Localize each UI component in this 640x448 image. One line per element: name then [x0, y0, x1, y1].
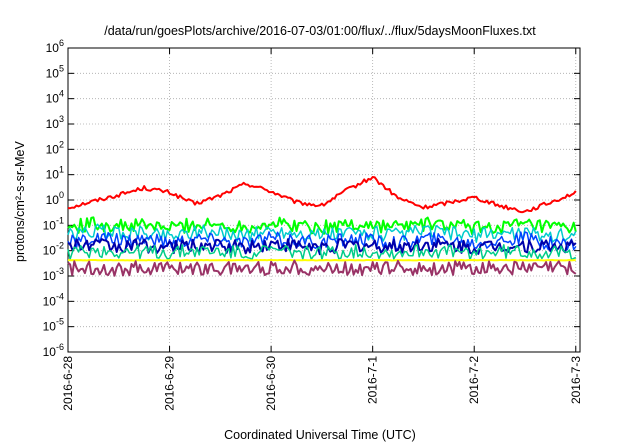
y-tick-label: 10-5: [43, 317, 64, 334]
y-tick-label: 10-1: [43, 215, 64, 232]
y-tick-label: 101: [46, 165, 64, 182]
x-tick-label: 2016-7-3: [569, 356, 583, 404]
x-axis-label: Coordinated Universal Time (UTC): [224, 428, 416, 442]
y-tick-label: 10-2: [43, 241, 64, 258]
series-line: [67, 216, 577, 236]
series-line: [67, 259, 576, 262]
chart-title: /data/run/goesPlots/archive/2016-07-03/0…: [104, 24, 536, 38]
y-tick-label: 104: [46, 89, 64, 106]
y-tick-label: 102: [46, 139, 64, 156]
y-tick-label: 103: [46, 114, 64, 131]
x-tick-label: 2016-6-28: [61, 356, 75, 411]
y-tick-label: 10-6: [43, 342, 64, 359]
x-tick-label: 2016-6-30: [264, 356, 278, 411]
y-tick-label: 106: [46, 38, 64, 55]
x-tick-label: 2016-7-2: [467, 356, 481, 404]
series-line: [67, 259, 577, 277]
y-tick-label: 10-4: [43, 291, 64, 308]
y-tick-label: 100: [46, 190, 64, 207]
x-tick-label: 2016-7-1: [366, 356, 380, 404]
x-tick-label: 2016-6-29: [163, 356, 177, 411]
series-line: [68, 237, 577, 256]
series-line: [67, 176, 577, 214]
series-line: [67, 223, 577, 243]
y-tick-label: 105: [46, 63, 64, 80]
y-tick-label: 10-3: [43, 266, 64, 283]
